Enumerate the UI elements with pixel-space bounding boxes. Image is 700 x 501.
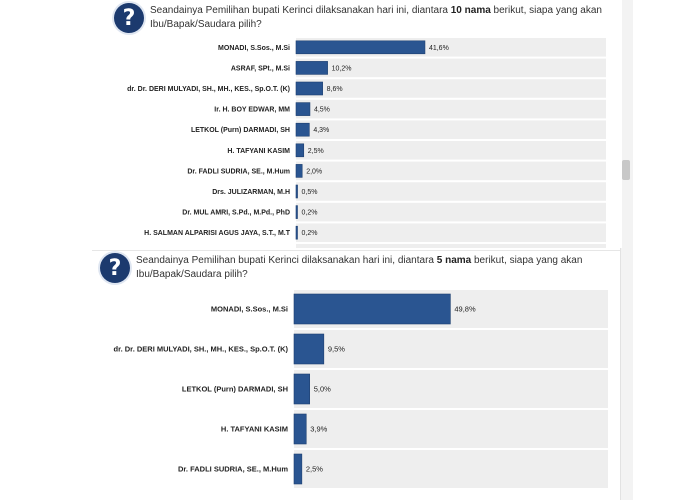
- category-label: H. TAFYANI KASIM: [227, 148, 290, 155]
- bar: [295, 122, 310, 137]
- value-label: 41,6%: [429, 45, 449, 52]
- category-label: dr. Dr. DERI MULYADI, SH., MH., KES., Sp…: [127, 86, 290, 93]
- poll-panel-10-names: ? Seandainya Pemilihan bupati Kerinci di…: [108, 0, 622, 248]
- bar: [295, 225, 298, 240]
- value-label: 0,2%: [302, 210, 318, 217]
- bar: [293, 413, 307, 445]
- bar-track: [296, 58, 606, 78]
- bar-track: [294, 370, 608, 408]
- value-label: 10,2%: [332, 65, 352, 72]
- category-label: Dr. FADLI SUDRIA, SE., M.Hum: [178, 465, 288, 474]
- question-text-end: berikut, siapa yang akan Ibu/Bapak/Sauda…: [150, 5, 602, 30]
- bar: [293, 453, 303, 485]
- category-label: H. TAFYANI KASIM: [221, 425, 288, 434]
- bar-track: [294, 450, 608, 488]
- bar: [295, 102, 311, 116]
- bar-track: [296, 161, 606, 181]
- category-label: MONADI, S.Sos., M.Si: [211, 305, 288, 314]
- question-text: Seandainya Pemilihan bupati Kerinci dila…: [136, 254, 610, 282]
- bar: [295, 40, 426, 55]
- value-label: 3,9%: [310, 425, 327, 434]
- value-label: 5,0%: [314, 385, 331, 394]
- bar-track: [296, 244, 606, 248]
- value-label: 4,3%: [313, 127, 329, 134]
- bar-track: [296, 120, 606, 139]
- category-label: Drs. JULIZARMAN, M.H: [212, 189, 290, 196]
- value-label: 4,5%: [314, 107, 330, 114]
- category-label: LETKOL (Purn) DARMADI, SH: [191, 127, 290, 134]
- category-label: LETKOL (Purn) DARMADI, SH: [182, 385, 288, 394]
- question-mark-icon: ?: [114, 3, 144, 33]
- bar-track: [294, 330, 608, 368]
- value-label: 49,8%: [454, 305, 476, 314]
- value-label: 2,5%: [308, 148, 324, 155]
- bar-track: [296, 79, 606, 98]
- value-label: 0,2%: [302, 230, 318, 237]
- bar: [295, 205, 298, 219]
- value-label: 2,5%: [306, 465, 323, 474]
- scrollbar-thumb[interactable]: [622, 160, 630, 180]
- bar-track: [296, 141, 606, 160]
- bar-chart-5-names: MONADI, S.Sos., M.Si 49,8% dr. Dr. DERI MU…: [114, 290, 608, 488]
- bar: [293, 293, 451, 325]
- poll-panel-5-names: ? Seandainya Pemilihan bupati Kerinci di…: [92, 250, 620, 501]
- bar: [295, 184, 298, 199]
- bar: [295, 61, 328, 75]
- bar: [295, 164, 303, 178]
- question-text: Seandainya Pemilihan bupati Kerinci dila…: [150, 4, 610, 32]
- question-text-end: berikut, siapa yang akan Ibu/Bapak/Sauda…: [136, 255, 583, 280]
- category-label: Dr. FADLI SUDRIA, SE., M.Hum: [187, 168, 290, 175]
- question-text-start: Seandainya Pemilihan bupati Kerinci dila…: [150, 5, 451, 16]
- question-mark-icon: ?: [100, 253, 130, 283]
- bar-track: [294, 410, 608, 448]
- bar-chart-10-names: MONADI, S.Sos., M.Si 41,6% ASRAF, SPt., M.…: [127, 38, 606, 248]
- question-text-bold: 5 nama: [436, 255, 472, 266]
- category-label: H. SALMAN ALPARISI AGUS JAYA, S.T., M.T: [144, 230, 291, 237]
- value-label: 2,0%: [306, 168, 322, 175]
- bar-track: [296, 99, 606, 119]
- category-label: MONADI, S.Sos., M.Si: [218, 45, 290, 52]
- category-label: Dr. MUL AMRI, S.Pd., M.Pd., PhD: [182, 210, 290, 217]
- bar-track: [296, 182, 606, 201]
- category-label: Ir. H. BOY EDWAR, MM: [214, 107, 290, 114]
- bar: [293, 373, 310, 405]
- bar: [293, 333, 325, 365]
- question-text-bold: 10 nama: [450, 5, 491, 16]
- question-text-start: Seandainya Pemilihan bupati Kerinci dila…: [136, 255, 437, 266]
- scrollbar-track[interactable]: [620, 0, 633, 500]
- value-label: 9,5%: [328, 345, 345, 354]
- category-label: ASRAF, SPt., M.Si: [231, 65, 290, 72]
- value-label: 8,6%: [327, 86, 343, 93]
- value-label: 0,5%: [302, 189, 318, 196]
- bar: [295, 143, 305, 158]
- bar-track: [296, 202, 606, 222]
- bar-track: [296, 223, 606, 242]
- category-label: dr. Dr. DERI MULYADI, SH., MH., KES., Sp…: [114, 345, 289, 354]
- bar: [295, 81, 323, 96]
